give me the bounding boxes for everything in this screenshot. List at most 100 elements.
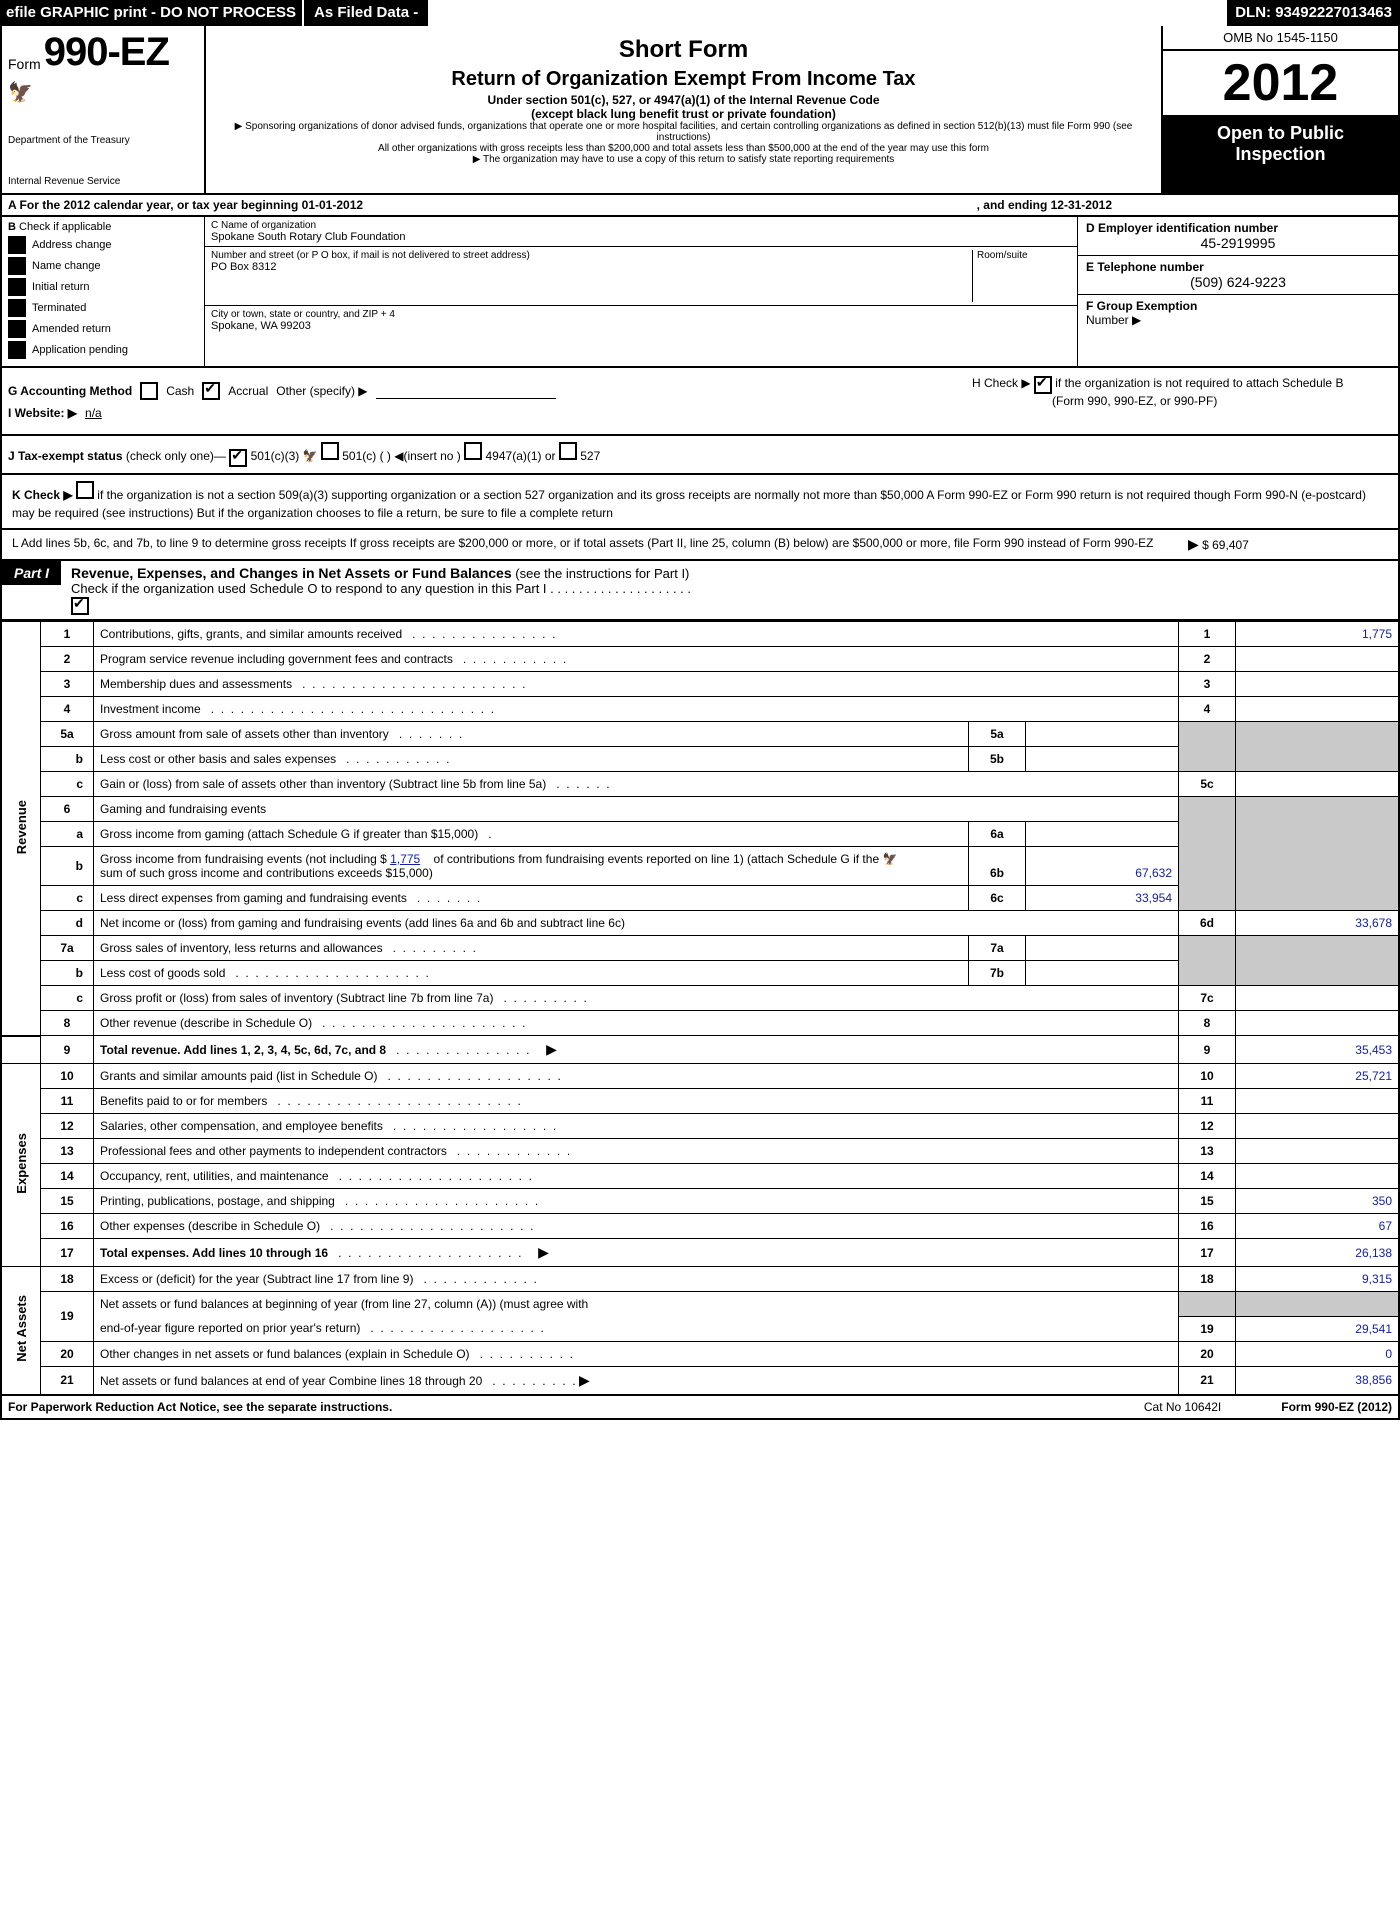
dept-treasury: Department of the Treasury — [8, 135, 198, 146]
part-i-label: Part I — [2, 561, 61, 585]
line-12: 12 Salaries, other compensation, and emp… — [1, 1114, 1399, 1139]
street: PO Box 8312 — [211, 261, 972, 273]
main-title: Return of Organization Exempt From Incom… — [216, 68, 1151, 91]
topbar-mid: As Filed Data - — [304, 0, 430, 26]
ein: 45-2919995 — [1086, 235, 1390, 251]
line-5a: 5a Gross amount from sale of assets othe… — [1, 722, 1399, 747]
line-19a: 19 Net assets or fund balances at beginn… — [1, 1292, 1399, 1317]
line-10: Expenses 10 Grants and similar amounts p… — [1, 1064, 1399, 1089]
c-name-row: C Name of organization Spokane South Rot… — [205, 217, 1077, 247]
j-label: J Tax-exempt status — [8, 449, 123, 463]
b-name-change: Name change — [8, 257, 198, 275]
line-9: 9 Total revenue. Add lines 1, 2, 3, 4, 5… — [1, 1036, 1399, 1064]
omb-number: OMB No 1545-1150 — [1163, 26, 1398, 51]
line-7a: 7a Gross sales of inventory, less return… — [1, 936, 1399, 961]
line-6: 6 Gaming and fundraising events — [1, 797, 1399, 822]
form-prefix: Form — [8, 56, 41, 72]
other-underline — [376, 384, 556, 399]
sec-a-label: A For the 2012 calendar year, or tax yea… — [8, 198, 363, 212]
line-7c: c Gross profit or (loss) from sales of i… — [1, 986, 1399, 1011]
section-e: E Telephone number (509) 624-9223 — [1078, 256, 1398, 295]
tax-year: 2012 — [1163, 51, 1398, 117]
form-990ez-page: efile GRAPHIC print - DO NOT PROCESS As … — [0, 0, 1400, 1420]
checkbox-schedule-o[interactable] — [71, 597, 89, 615]
page-footer: For Paperwork Reduction Act Notice, see … — [0, 1396, 1400, 1420]
irs-eagle-icon: 🦅 — [8, 80, 198, 105]
checkbox-accrual[interactable] — [202, 382, 220, 400]
c-name-label: C Name of organization — [211, 220, 1071, 231]
line-3: 3 Membership dues and assessments . . . … — [1, 672, 1399, 697]
website-value: n/a — [85, 406, 102, 420]
line-19b: end-of-year figure reported on prior yea… — [1, 1316, 1399, 1341]
section-ghi: G Accounting Method Cash Accrual Other (… — [0, 368, 1400, 436]
open-pub-2: Inspection — [1167, 144, 1394, 165]
open-to-public: Open to Public Inspection — [1163, 117, 1398, 193]
c-city-row: City or town, state or country, and ZIP … — [205, 306, 1077, 366]
part-i-title: Revenue, Expenses, and Changes in Net As… — [61, 561, 1398, 619]
k-label: K Check ▶ — [12, 488, 73, 502]
header-left: Form 990-EZ 🦅 Department of the Treasury… — [2, 26, 206, 193]
open-pub-1: Open to Public — [1167, 123, 1394, 144]
b-label: B — [8, 221, 16, 233]
k-text: if the organization is not a section 509… — [12, 488, 1366, 520]
checkbox-h[interactable] — [1034, 376, 1052, 394]
checkbox-icon[interactable] — [8, 236, 26, 254]
netassets-side-label: Net Assets — [1, 1267, 41, 1395]
f-label: F Group Exemption — [1086, 299, 1197, 313]
subtitle-2: (except black lung benefit trust or priv… — [216, 107, 1151, 121]
header-center: Short Form Return of Organization Exempt… — [206, 26, 1161, 193]
c-street-label: Number and street (or P O box, if mail i… — [211, 250, 972, 261]
section-l: L Add lines 5b, 6c, and 7b, to line 9 to… — [0, 530, 1400, 561]
header-note-2: All other organizations with gross recei… — [216, 143, 1151, 154]
b-check-label: Check if applicable — [19, 221, 111, 233]
section-i: I Website: ▶ n/a — [8, 406, 972, 420]
checkbox-527[interactable] — [559, 442, 577, 460]
checkbox-501c3[interactable] — [229, 449, 247, 467]
checkbox-icon[interactable] — [8, 278, 26, 296]
section-g: G Accounting Method Cash Accrual Other (… — [8, 382, 972, 400]
line-17: 17 Total expenses. Add lines 10 through … — [1, 1239, 1399, 1267]
checkbox-501c[interactable] — [321, 442, 339, 460]
line-1: Revenue 1 Contributions, gifts, grants, … — [1, 622, 1399, 647]
c-street-row: Number and street (or P O box, if mail i… — [205, 247, 1077, 306]
i-label: I Website: ▶ — [8, 406, 77, 420]
line-20: 20 Other changes in net assets or fund b… — [1, 1341, 1399, 1366]
section-a: A For the 2012 calendar year, or tax yea… — [0, 195, 1400, 217]
b-addr-change: Address change — [8, 236, 198, 254]
checkbox-icon[interactable] — [8, 320, 26, 338]
section-bcd: B Check if applicable Address change Nam… — [0, 217, 1400, 368]
f-label2: Number ▶ — [1086, 313, 1141, 327]
b-amended: Amended return — [8, 320, 198, 338]
room-suite: Room/suite — [972, 250, 1071, 302]
header-right: OMB No 1545-1150 2012 Open to Public Ins… — [1161, 26, 1398, 193]
section-f: F Group Exemption Number ▶ — [1078, 295, 1398, 366]
line-5c: c Gain or (loss) from sale of assets oth… — [1, 772, 1399, 797]
header-note-3: ▶ The organization may have to use a cop… — [216, 154, 1151, 165]
l-text: L Add lines 5b, 6c, and 7b, to line 9 to… — [12, 536, 1178, 553]
org-name: Spokane South Rotary Club Foundation — [211, 231, 1071, 243]
checkbox-4947[interactable] — [464, 442, 482, 460]
header-note-1: ▶ Sponsoring organizations of donor advi… — [216, 121, 1151, 143]
b-initial: Initial return — [8, 278, 198, 296]
checkbox-k[interactable] — [76, 481, 94, 499]
topbar-blank — [430, 0, 1227, 26]
checkbox-icon[interactable] — [8, 257, 26, 275]
checkbox-cash[interactable] — [140, 382, 158, 400]
subtitle-1: Under section 501(c), 527, or 4947(a)(1)… — [216, 93, 1151, 107]
checkbox-icon[interactable] — [8, 299, 26, 317]
section-h: H Check ▶ if the organization is not req… — [972, 376, 1392, 426]
expenses-side-label: Expenses — [1, 1064, 41, 1267]
section-c: C Name of organization Spokane South Rot… — [205, 217, 1077, 366]
c-city-label: City or town, state or country, and ZIP … — [211, 309, 1071, 320]
line-21: 21 Net assets or fund balances at end of… — [1, 1366, 1399, 1395]
checkbox-icon[interactable] — [8, 341, 26, 359]
l-val: ▶ $ 69,407 — [1178, 536, 1388, 553]
phone: (509) 624-9223 — [1086, 274, 1390, 290]
d-label: D Employer identification number — [1086, 221, 1278, 235]
dept-irs: Internal Revenue Service — [8, 176, 198, 187]
short-form-title: Short Form — [216, 36, 1151, 64]
b-pending: Application pending — [8, 341, 198, 359]
footer-right: Form 990-EZ (2012) — [1281, 1400, 1392, 1414]
section-def: D Employer identification number 45-2919… — [1077, 217, 1398, 366]
line-8: 8 Other revenue (describe in Schedule O)… — [1, 1011, 1399, 1036]
